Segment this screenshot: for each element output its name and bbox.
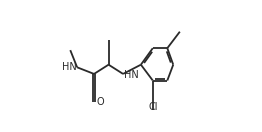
Text: O: O <box>97 97 105 107</box>
Text: HN: HN <box>124 70 139 80</box>
Text: Cl: Cl <box>149 102 158 112</box>
Text: HN: HN <box>62 62 76 72</box>
